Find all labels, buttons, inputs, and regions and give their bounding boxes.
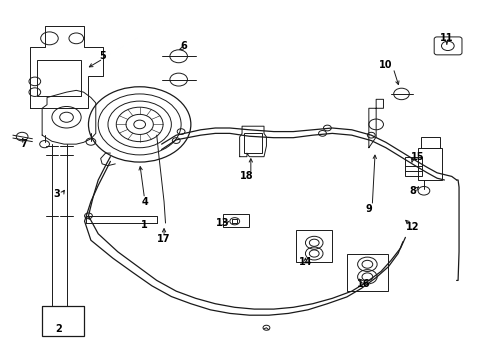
Text: 2: 2 <box>55 324 61 334</box>
Text: 14: 14 <box>298 257 311 267</box>
Text: 4: 4 <box>141 197 147 207</box>
Text: 16: 16 <box>357 279 370 289</box>
Text: 12: 12 <box>405 222 419 231</box>
Bar <box>222 214 249 226</box>
Text: 9: 9 <box>365 204 371 214</box>
Text: 7: 7 <box>20 139 27 149</box>
Bar <box>42 306 83 336</box>
Bar <box>295 230 331 262</box>
Bar <box>244 134 261 153</box>
Text: 18: 18 <box>240 171 253 181</box>
Bar <box>417 148 441 180</box>
Text: 17: 17 <box>157 234 170 244</box>
Text: 5: 5 <box>100 51 106 61</box>
Text: 10: 10 <box>378 60 392 70</box>
Text: 15: 15 <box>410 152 424 162</box>
Bar <box>346 253 387 291</box>
Text: 6: 6 <box>180 41 186 50</box>
Text: 13: 13 <box>215 218 229 228</box>
Text: 11: 11 <box>439 33 453 43</box>
Bar <box>37 60 81 96</box>
Text: 8: 8 <box>408 186 415 196</box>
Bar <box>420 137 439 148</box>
Bar <box>405 157 422 176</box>
Text: 3: 3 <box>53 189 60 199</box>
Text: 1: 1 <box>141 220 147 230</box>
